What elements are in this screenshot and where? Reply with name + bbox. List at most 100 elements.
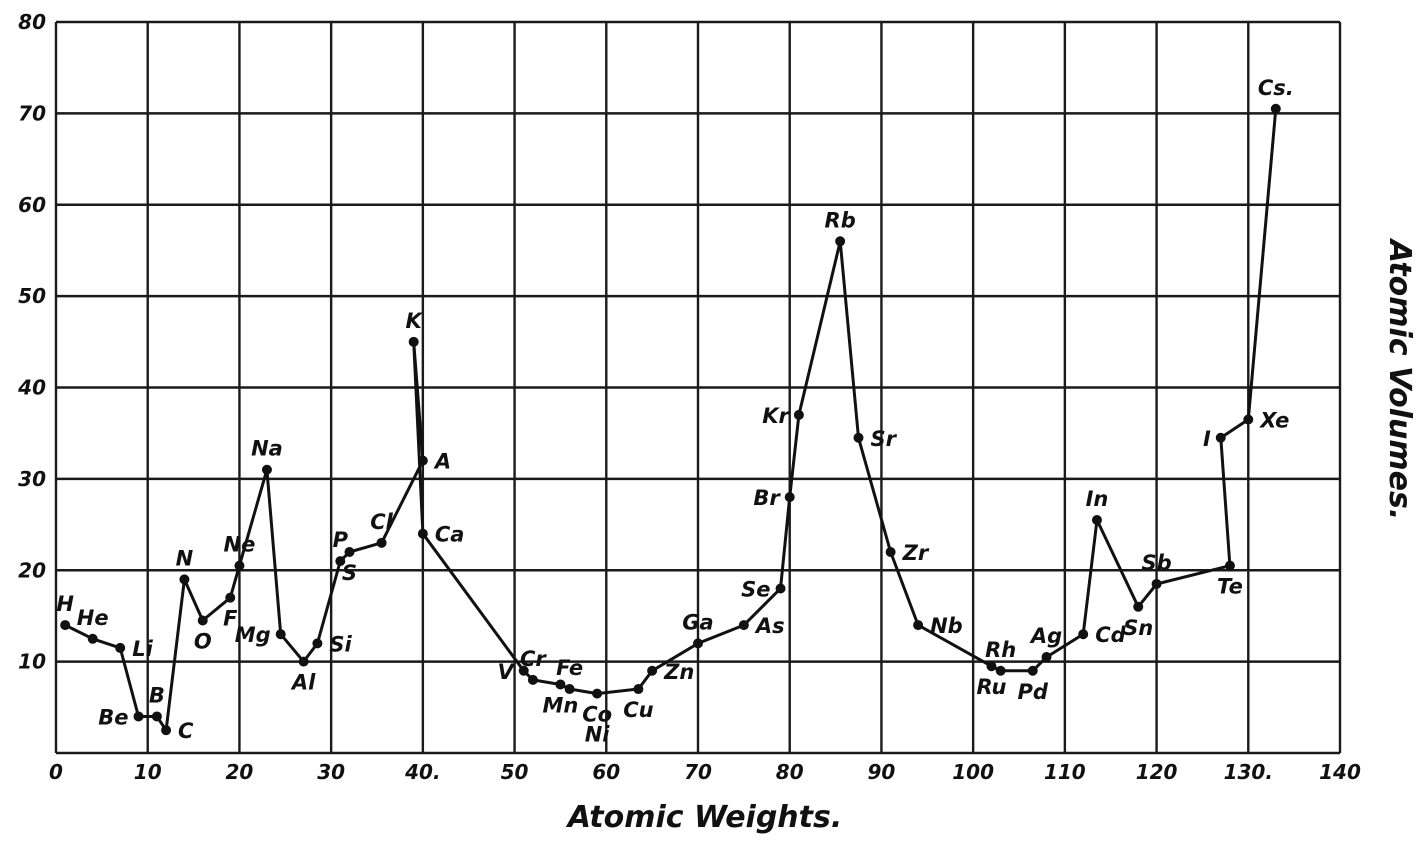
x-tick-label: 30 [317,760,345,784]
tick-labels: 0 10 20 30 40. 50 60 70 80 90 100 110 120 130. 140 10 20… [17,10,1361,784]
point-label: O [194,630,212,654]
data-point [60,620,71,631]
point-label: A [433,450,451,474]
x-tick-label: 120 [1136,760,1178,784]
y-tick-label: 40 [17,376,46,400]
point-label: F [223,607,238,631]
grid [54,20,1342,755]
data-point [527,674,538,685]
point-label: Se [741,578,770,602]
data-point [913,620,924,631]
data-point [1243,414,1254,425]
point-label: B [149,683,165,707]
data-point [87,633,98,644]
x-axis-title: Atomic Weights. [566,800,843,835]
data-point [647,665,658,676]
point-label: N [176,546,194,570]
x-tick-label: 140 [1319,760,1361,784]
data-point [885,546,896,557]
data-point [234,560,245,571]
y-tick-label: 60 [18,193,46,217]
point-label: Xe [1258,408,1289,432]
data-point [564,684,575,695]
data-point [1133,601,1144,612]
point-label: Sr [871,427,898,451]
data-point [344,546,355,557]
x-tick-label: 50 [501,760,529,784]
point-label: P [333,528,349,552]
x-tick-label: 0 [49,760,63,784]
point-label: Ru [976,675,1006,699]
point-label: Co [582,703,612,727]
data-point [793,409,804,420]
data-point [161,725,172,736]
point-label: Zr [902,541,930,565]
point-label: Fe [556,656,583,680]
x-tick-label: 60 [592,760,620,784]
data-point [555,679,566,690]
point-label: Al [290,671,316,695]
x-tick-label: 100 [952,760,994,784]
point-label: Ne [224,533,256,557]
point-label: Kr [762,404,790,428]
x-tick-label: 80 [776,760,804,784]
point-label: In [1086,487,1109,511]
point-label: Rh [985,638,1016,662]
data-point [1270,103,1281,114]
data-point [775,583,786,594]
point-label: Li [132,637,153,661]
x-tick-label: 130. [1224,760,1273,784]
data-point [335,556,346,567]
data-point [312,638,323,649]
data-point [1224,560,1235,571]
point-label: Ga [682,610,713,634]
data-point [408,336,419,347]
data-point [835,236,846,247]
data-point [376,537,387,548]
data-point [633,684,644,695]
x-tick-label: 20 [226,760,254,784]
point-label: Pd [1018,680,1049,704]
data-point [1215,432,1226,443]
data-points [60,103,1281,736]
point-label: Br [753,486,781,510]
point-label: Ni [585,723,611,747]
point-label: V [497,660,515,684]
point-label: Te [1217,575,1243,599]
data-point [275,629,286,640]
point-label: Cr [520,647,547,671]
point-label: Mg [235,623,271,647]
y-tick-label: 80 [18,10,46,34]
point-label: Cs. [1258,76,1294,100]
point-label: Cd [1095,623,1126,647]
point-label: Ag [1029,624,1062,648]
point-labels: HHeLiBeBCNOFNeNaMgAlSiPSClAKCaVCrMnFeCoN… [56,76,1293,747]
point-label: K [406,309,424,333]
x-tick-label: 40. [404,760,440,784]
data-point [693,638,703,649]
data-point [1041,652,1052,663]
data-point [417,455,428,466]
data-point [1078,629,1089,640]
point-label: Mn [542,693,578,717]
data-point [225,592,236,603]
data-point [986,661,997,672]
x-tick-label: 10 [134,760,162,784]
y-tick-label: 10 [18,650,46,674]
y-tick-label: 50 [18,284,46,308]
data-point [197,615,208,626]
data-point [115,642,126,653]
data-point [179,574,190,585]
data-point [261,464,272,475]
point-label: Be [98,705,128,729]
point-label: C [178,719,194,743]
x-tick-label: 110 [1044,760,1086,784]
point-label: S [342,561,357,585]
series [64,108,1278,732]
point-label: Si [329,632,352,656]
data-point [1151,578,1162,589]
data-point [853,432,864,443]
series-line [64,108,1278,732]
